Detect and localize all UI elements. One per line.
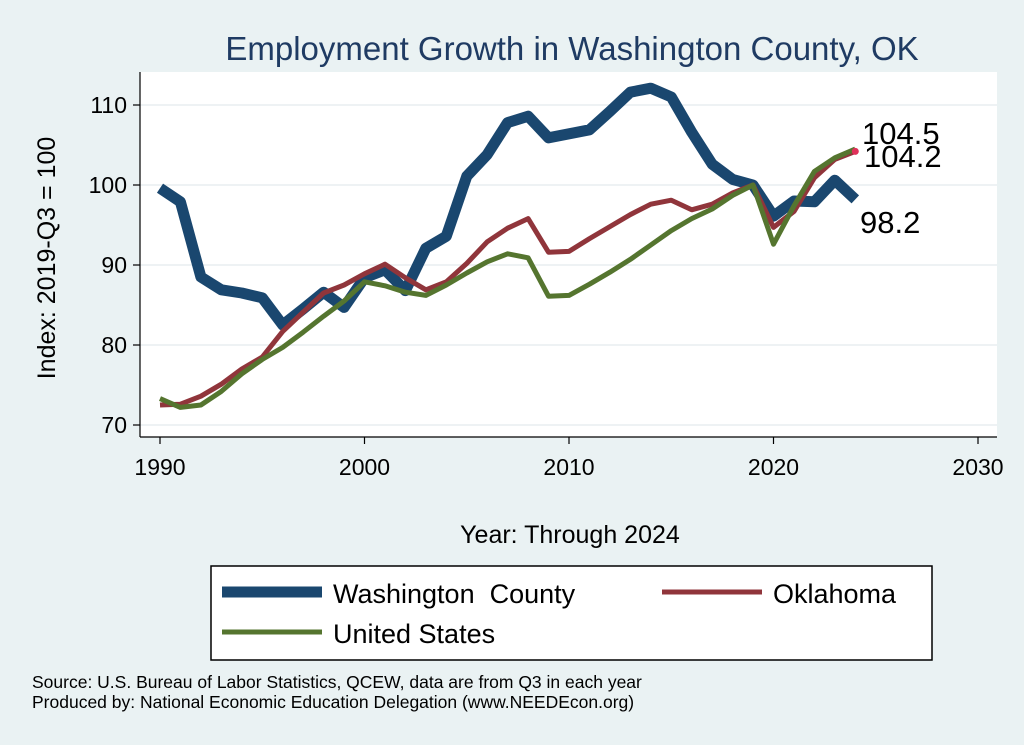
x-tick-label-2020: 2020: [748, 454, 799, 480]
producer-note: Produced by: National Economic Education…: [32, 692, 634, 712]
legend: Washington County Oklahoma United States: [210, 565, 933, 661]
series-line-washington-county: [156, 82, 860, 331]
y-tick-label-70: 70: [101, 412, 127, 438]
legend-label-united-states: United States: [333, 619, 495, 649]
legend-label-washington-county: Washington County: [333, 579, 576, 609]
y-tick-label-90: 90: [101, 252, 127, 278]
chart-title: Employment Growth in Washington County, …: [225, 30, 918, 67]
y-axis-label: Index: 2019-Q3 = 100: [33, 137, 61, 380]
legend-label-oklahoma: Oklahoma: [773, 579, 897, 609]
x-tick-label-1990: 1990: [134, 454, 185, 480]
x-tick-label-2010: 2010: [543, 454, 594, 480]
x-axis-label: Year: Through 2024: [460, 521, 680, 549]
y-tick-label-110: 110: [90, 92, 127, 118]
y-tick-label-80: 80: [101, 332, 127, 358]
axes: 70 80 90 100 110 1990 2000 2010 2020 2030: [89, 72, 1004, 480]
series-layer: [156, 82, 860, 410]
x-tick-label-2000: 2000: [339, 454, 390, 480]
end-value-label-united-states: 104.5: [862, 116, 940, 151]
y-tick-label-100: 100: [89, 172, 127, 198]
series-endpoint-oklahoma: [851, 147, 859, 155]
x-tick-label-2030: 2030: [952, 454, 1003, 480]
series-line-united-states: [159, 146, 857, 410]
legend-box: [210, 565, 933, 661]
end-value-label-washington-county: 98.2: [860, 205, 920, 240]
end-value-label-oklahoma: 104.2: [864, 139, 942, 174]
source-note: Source: U.S. Bureau of Labor Statistics,…: [32, 672, 642, 692]
